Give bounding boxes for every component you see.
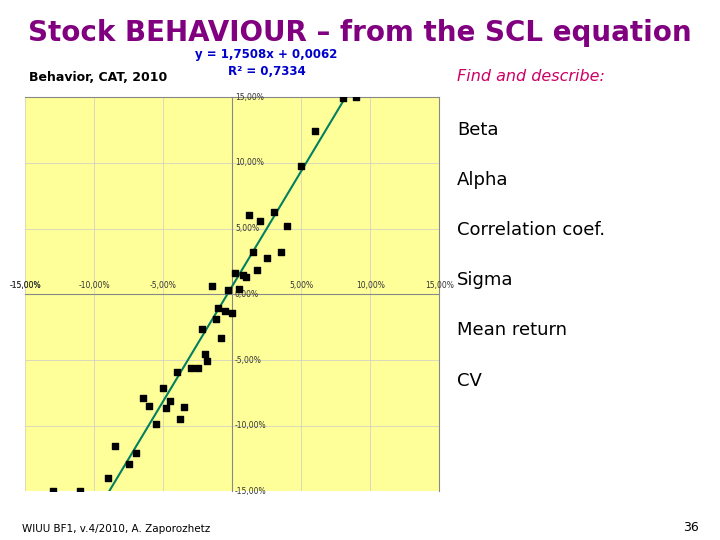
Point xyxy=(75,487,86,496)
Text: Stock BEHAVIOUR – from the SCL equation: Stock BEHAVIOUR – from the SCL equation xyxy=(28,19,692,47)
Point xyxy=(137,394,148,403)
Text: -10,00%: -10,00% xyxy=(78,281,110,291)
Point xyxy=(215,334,227,342)
Text: 15,00%: 15,00% xyxy=(425,281,454,291)
Point xyxy=(143,402,156,410)
Point xyxy=(109,441,121,450)
Point xyxy=(226,309,238,318)
Point xyxy=(351,93,362,102)
Point xyxy=(275,248,287,256)
Point xyxy=(251,266,263,274)
Point xyxy=(178,403,189,412)
Point xyxy=(261,253,272,262)
Point xyxy=(202,356,213,365)
Text: Sigma: Sigma xyxy=(457,271,513,289)
Point xyxy=(102,474,114,482)
Point xyxy=(150,420,162,428)
Text: Alpha: Alpha xyxy=(457,171,509,189)
Text: -5,00%: -5,00% xyxy=(235,355,262,364)
Text: 15,00%: 15,00% xyxy=(235,93,264,102)
Point xyxy=(233,285,245,293)
Point xyxy=(222,286,234,295)
Point xyxy=(240,273,252,282)
Point xyxy=(164,396,176,405)
Point xyxy=(220,306,231,315)
Point xyxy=(212,303,224,312)
Point xyxy=(192,363,204,372)
Point xyxy=(206,282,217,291)
Point xyxy=(210,315,222,323)
Text: 10,00%: 10,00% xyxy=(235,158,264,167)
Text: Find and describe:: Find and describe: xyxy=(457,69,605,84)
Point xyxy=(174,415,186,423)
Point xyxy=(268,208,279,217)
Text: -15,00%: -15,00% xyxy=(9,281,41,291)
Point xyxy=(171,368,183,377)
Point xyxy=(247,248,258,256)
Point xyxy=(337,94,348,103)
Point xyxy=(199,349,210,358)
Text: 10,00%: 10,00% xyxy=(356,281,384,291)
Point xyxy=(130,448,141,457)
Text: 5,00%: 5,00% xyxy=(235,224,259,233)
Point xyxy=(229,268,240,277)
Text: y = 1,7508x + 0,0062
R² = 0,7334: y = 1,7508x + 0,0062 R² = 0,7334 xyxy=(195,48,338,78)
Text: -5,00%: -5,00% xyxy=(150,281,176,291)
Text: -15,00%: -15,00% xyxy=(9,281,41,291)
Text: CV: CV xyxy=(457,372,482,390)
Text: -10,00%: -10,00% xyxy=(235,421,266,430)
Text: 36: 36 xyxy=(683,521,698,534)
Point xyxy=(160,403,171,412)
Point xyxy=(254,217,266,225)
Point xyxy=(196,325,207,334)
Point xyxy=(158,384,169,393)
Text: Behavior, CAT, 2010: Behavior, CAT, 2010 xyxy=(29,71,167,84)
Text: 0,00%: 0,00% xyxy=(235,290,259,299)
Text: Mean return: Mean return xyxy=(457,321,567,340)
Point xyxy=(295,162,307,171)
Point xyxy=(47,487,58,496)
Point xyxy=(185,364,197,373)
Text: Correlation coef.: Correlation coef. xyxy=(457,221,606,239)
Point xyxy=(243,211,255,219)
Point xyxy=(282,221,293,230)
Point xyxy=(238,271,249,279)
Point xyxy=(310,126,321,135)
Point xyxy=(123,460,135,469)
Text: 5,00%: 5,00% xyxy=(289,281,313,291)
Text: Beta: Beta xyxy=(457,120,499,139)
Text: WIUU BF1, v.4/2010, A. Zaporozhetz: WIUU BF1, v.4/2010, A. Zaporozhetz xyxy=(22,523,210,534)
Text: -15,00%: -15,00% xyxy=(235,487,266,496)
